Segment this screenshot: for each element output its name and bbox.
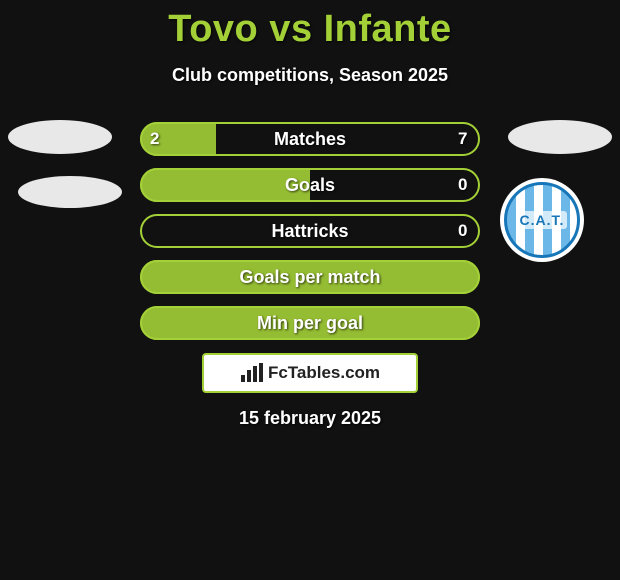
stat-value-left: 2 [150, 129, 159, 149]
stat-row: Goals0 [0, 162, 620, 208]
stat-row: Matches2 7 [0, 116, 620, 162]
subtitle: Club competitions, Season 2025 [0, 65, 620, 86]
stats-container: Matches27Goals0Hattricks0Goals per match… [0, 116, 620, 346]
stat-label: Hattricks [0, 221, 620, 242]
stat-label: Goals per match [0, 267, 620, 288]
date-label: 15 february 2025 [0, 408, 620, 429]
stat-row: Min per goal [0, 300, 620, 346]
stat-row: Hattricks0 [0, 208, 620, 254]
stat-label: Goals [0, 175, 620, 196]
stat-row: Goals per match [0, 254, 620, 300]
stat-label: Min per goal [0, 313, 620, 334]
brand-text: FcTables.com [268, 363, 380, 383]
stat-value-right: 0 [458, 175, 467, 195]
stat-value-right: 7 [458, 129, 467, 149]
bar-chart-icon [240, 363, 264, 383]
stat-label: Matches [0, 129, 620, 150]
stat-value-right: 0 [458, 221, 467, 241]
page-title: Tovo vs Infante [0, 0, 620, 51]
brand-badge: FcTables.com [202, 353, 418, 393]
